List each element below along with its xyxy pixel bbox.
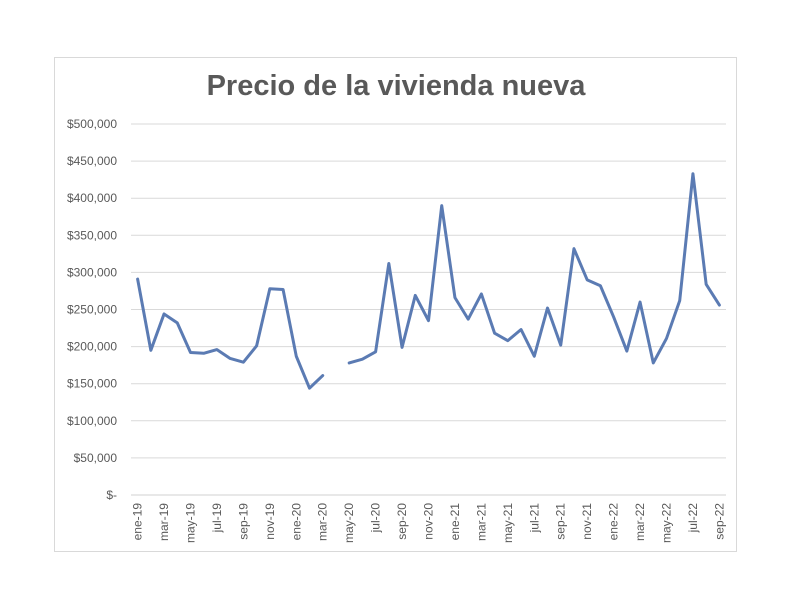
chart-title: Precio de la vivienda nueva — [206, 70, 586, 102]
y-tick-label: $300,000 — [67, 265, 117, 279]
y-tick-label: $500,000 — [67, 117, 117, 131]
y-tick-label: $200,000 — [67, 340, 117, 354]
x-tick-label: jul-20 — [369, 503, 383, 534]
x-tick-label: jul-22 — [686, 503, 700, 534]
y-tick-label: $400,000 — [67, 191, 117, 205]
x-tick-label: mar-20 — [316, 503, 330, 541]
x-tick-label: mar-22 — [633, 503, 647, 541]
x-tick-label: ene-19 — [131, 503, 145, 541]
x-tick-label: jul-19 — [210, 503, 224, 534]
y-tick-label: $100,000 — [67, 414, 117, 428]
x-tick-label: sep-21 — [554, 503, 568, 540]
y-tick-label: $- — [106, 488, 117, 502]
y-tick-label: $250,000 — [67, 303, 117, 317]
x-tick-label: nov-21 — [580, 503, 594, 540]
x-tick-label: may-20 — [342, 503, 356, 543]
x-tick-label: sep-20 — [395, 503, 409, 540]
x-axis-ticks: ene-19 mar-19 may-19 jul-19 sep-19 nov-19 ene-… — [131, 503, 727, 543]
x-tick-label: ene-22 — [607, 503, 621, 541]
x-tick-label: ene-21 — [448, 503, 462, 541]
x-tick-label: nov-20 — [422, 503, 436, 540]
y-tick-label: $50,000 — [74, 451, 118, 465]
series-line — [136, 172, 721, 390]
y-tick-label: $350,000 — [67, 228, 117, 242]
x-tick-label: may-22 — [660, 503, 674, 543]
x-tick-label: may-19 — [184, 503, 198, 543]
x-tick-label: nov-19 — [263, 503, 277, 540]
x-tick-label: mar-19 — [157, 503, 171, 541]
x-tick-label: may-21 — [501, 503, 515, 543]
x-tick-label: jul-21 — [527, 503, 541, 534]
y-axis-ticks: $- $50,000 $100,000 $150,000 $200,000 $250,00… — [67, 117, 117, 502]
x-tick-label: sep-19 — [236, 503, 250, 540]
y-tick-label: $150,000 — [67, 377, 117, 391]
x-tick-label: sep-22 — [712, 503, 726, 540]
y-tick-label: $450,000 — [67, 154, 117, 168]
x-tick-label: mar-21 — [474, 503, 488, 541]
x-tick-label: ene-20 — [289, 503, 303, 541]
series-lines — [136, 172, 721, 390]
